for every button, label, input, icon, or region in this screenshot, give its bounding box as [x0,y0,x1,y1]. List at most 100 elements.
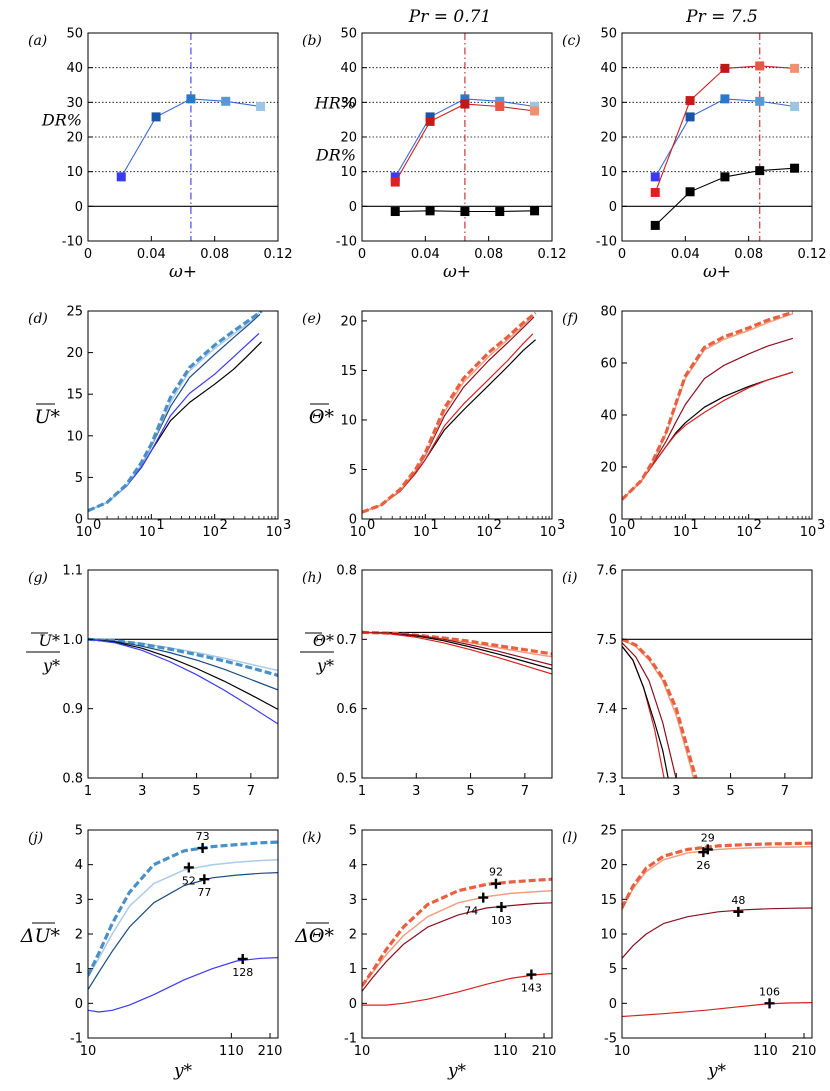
y-tick-label: 20 [340,314,357,329]
peak-marker-label: 92 [489,866,503,879]
y-tick-label: 0 [75,200,83,215]
x-tick-label: 10 [202,525,219,540]
peak-marker-label: 48 [731,894,745,907]
peak-marker-label: 52 [182,874,196,887]
y-tick-label: 5 [349,824,357,839]
x-tick-label: 3 [412,784,420,799]
data-point-hr-dr [790,163,800,173]
panel-label: (f) [562,311,578,327]
panel-label: (e) [302,311,321,327]
y-tick-label: 40 [600,409,617,424]
y-axis-label-denominator: y* [316,656,334,675]
y-tick-label: 25 [600,824,617,839]
y-tick-label: 20 [66,346,83,361]
y-tick-label: 10 [600,928,617,943]
x-tick-label: 7 [521,784,529,799]
y-tick-label: 20 [600,131,617,146]
series-line [622,907,812,959]
x-tick-label: 0 [618,247,626,262]
series-line [362,972,552,1006]
x-tick-label: 10 [476,525,493,540]
panel-label: (d) [28,311,48,327]
y-tick-label: 0.6 [336,702,357,717]
y-tick-label: -1 [70,1032,83,1047]
y-tick-label: 15 [66,388,83,403]
panel-label: (c) [562,33,581,49]
plot-area [88,637,278,725]
data-point-dr [116,172,126,182]
plot-area [362,311,537,514]
x-tick-label: 0.08 [734,247,763,262]
axes-frame [361,310,553,520]
x-tick-exponent: 1 [156,518,164,533]
series-line [362,889,552,987]
x-tick-exponent: 0 [93,518,101,533]
series-line [362,333,534,513]
series-line [88,333,260,512]
x-axis-label: y* [173,1061,193,1081]
y-tick-label: -10 [62,235,83,250]
y-tick-label: 1.0 [62,633,83,648]
peak-marker [490,878,501,889]
data-point-hr [755,61,765,71]
x-tick-exponent: 2 [494,518,502,533]
axes-frame [621,310,813,520]
series-line [622,637,698,778]
x-tick-label: 10 [413,525,430,540]
x-tick-label: 0.08 [200,247,229,262]
y-tick-label: 80 [600,305,617,320]
x-tick-exponent: 3 [557,518,565,533]
y-tick-label: 1 [349,962,357,977]
x-tick-label: 110 [219,1044,244,1059]
x-tick-label: 10 [540,525,557,540]
panel-label: (k) [302,830,321,846]
data-point-hr-dr [650,220,660,230]
peak-marker [199,874,210,885]
x-tick-label: 10 [736,525,753,540]
x-tick-label: 10 [610,525,627,540]
data-point-dr [460,94,470,104]
data-point-dr [256,101,266,111]
data-point-hr [790,63,800,73]
y-tick-label: 10 [66,429,83,444]
x-tick-label: 5 [466,784,474,799]
peak-marker-label: 26 [696,859,710,872]
y-tick-label: 3 [75,893,83,908]
series-line [622,845,812,911]
x-tick-label: 0.04 [137,247,166,262]
x-tick-label: 7 [247,784,255,799]
y-tick-label: 3 [349,893,357,908]
plot-area [88,33,278,241]
series-line [88,341,263,512]
panel-label: (g) [28,570,48,586]
y-tick-label: 0.9 [62,702,83,717]
y-tick-label: 20 [66,131,83,146]
series-line [362,339,536,513]
x-tick-label: 10 [139,525,156,540]
x-tick-exponent: 2 [220,518,228,533]
plot-area [362,33,552,241]
y-tick-label: 10 [600,165,617,180]
x-tick-label: 10 [80,1044,97,1059]
data-point-hr-dr [495,207,505,217]
y-axis-label: ΔΘ* [294,925,334,947]
series-line [622,371,794,500]
series-line [88,638,278,691]
series-line [362,902,552,992]
series-line [362,877,552,987]
y-axis-label: U* [34,406,60,428]
peak-marker [183,862,194,873]
x-tick-exponent: 1 [690,518,698,533]
series-line [362,631,552,675]
y-tick-label: 1.1 [62,564,83,579]
y-axis-label: ΔU* [20,925,61,947]
x-tick-label: 1 [618,784,626,799]
y-axis-label-denominator: y* [42,656,60,675]
series-line [622,645,669,778]
panel-label: (l) [562,830,577,846]
x-tick-label: 1 [84,784,92,799]
